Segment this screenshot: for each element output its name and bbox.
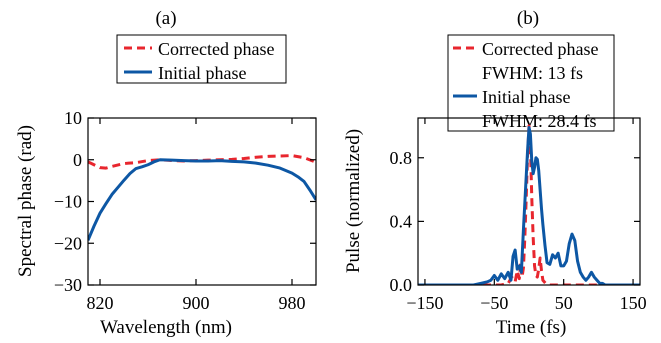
legend-a-label-corrected: Corrected phase (158, 39, 274, 59)
series-corrected-line (418, 124, 640, 285)
x-tick-label: 50 (555, 293, 573, 313)
axis-b-ylabel: Pulse (normalized) (343, 129, 364, 273)
legend-b-fwhm-initial: FWHM: 28.4 fs (482, 111, 597, 131)
legend-a: Corrected phase Initial phase (116, 34, 287, 84)
axis-a-ylabel: Spectral phase (rad) (15, 125, 36, 277)
panel-a-label: (a) (155, 8, 176, 29)
legend-b: Corrected phase FWHM: 13 fs Initial phas… (447, 34, 615, 132)
y-tick-label: 10 (64, 108, 82, 128)
y-tick-label: −10 (54, 192, 82, 212)
y-tick-label: 0.0 (390, 275, 413, 295)
legend-b-label-corrected: Corrected phase (482, 39, 598, 59)
legend-a-label-initial: Initial phase (158, 63, 246, 83)
series-initial-line (418, 126, 640, 285)
axes-frame (417, 117, 641, 286)
x-tick-label: 150 (620, 293, 647, 313)
series-initial-line (88, 158, 316, 241)
x-tick-label: 900 (183, 293, 210, 313)
y-tick-label: 0.8 (390, 148, 413, 168)
y-tick-label: 0.4 (390, 211, 413, 231)
y-tick-label: 0 (73, 150, 82, 170)
chart-a: 820 900 980 10 0 −10 −20 −30 (54, 108, 317, 313)
x-tick-label: 820 (87, 293, 114, 313)
panel-b-label: (b) (517, 8, 539, 29)
x-tick-label: −50 (480, 293, 508, 313)
legend-b-fwhm-corrected: FWHM: 13 fs (482, 63, 583, 83)
chart-b: −150 −50 50 150 0.0 0.4 0.8 (390, 117, 647, 313)
axes-frame (87, 117, 317, 286)
x-tick-label: 980 (279, 293, 306, 313)
axis-b-xlabel: Time (fs) (496, 317, 567, 338)
y-tick-label: −30 (54, 275, 82, 295)
y-tick-label: −20 (54, 233, 82, 253)
x-tick-label: −150 (406, 293, 443, 313)
legend-b-label-initial: Initial phase (482, 87, 570, 107)
axis-a-xlabel: Wavelength (nm) (100, 317, 232, 338)
